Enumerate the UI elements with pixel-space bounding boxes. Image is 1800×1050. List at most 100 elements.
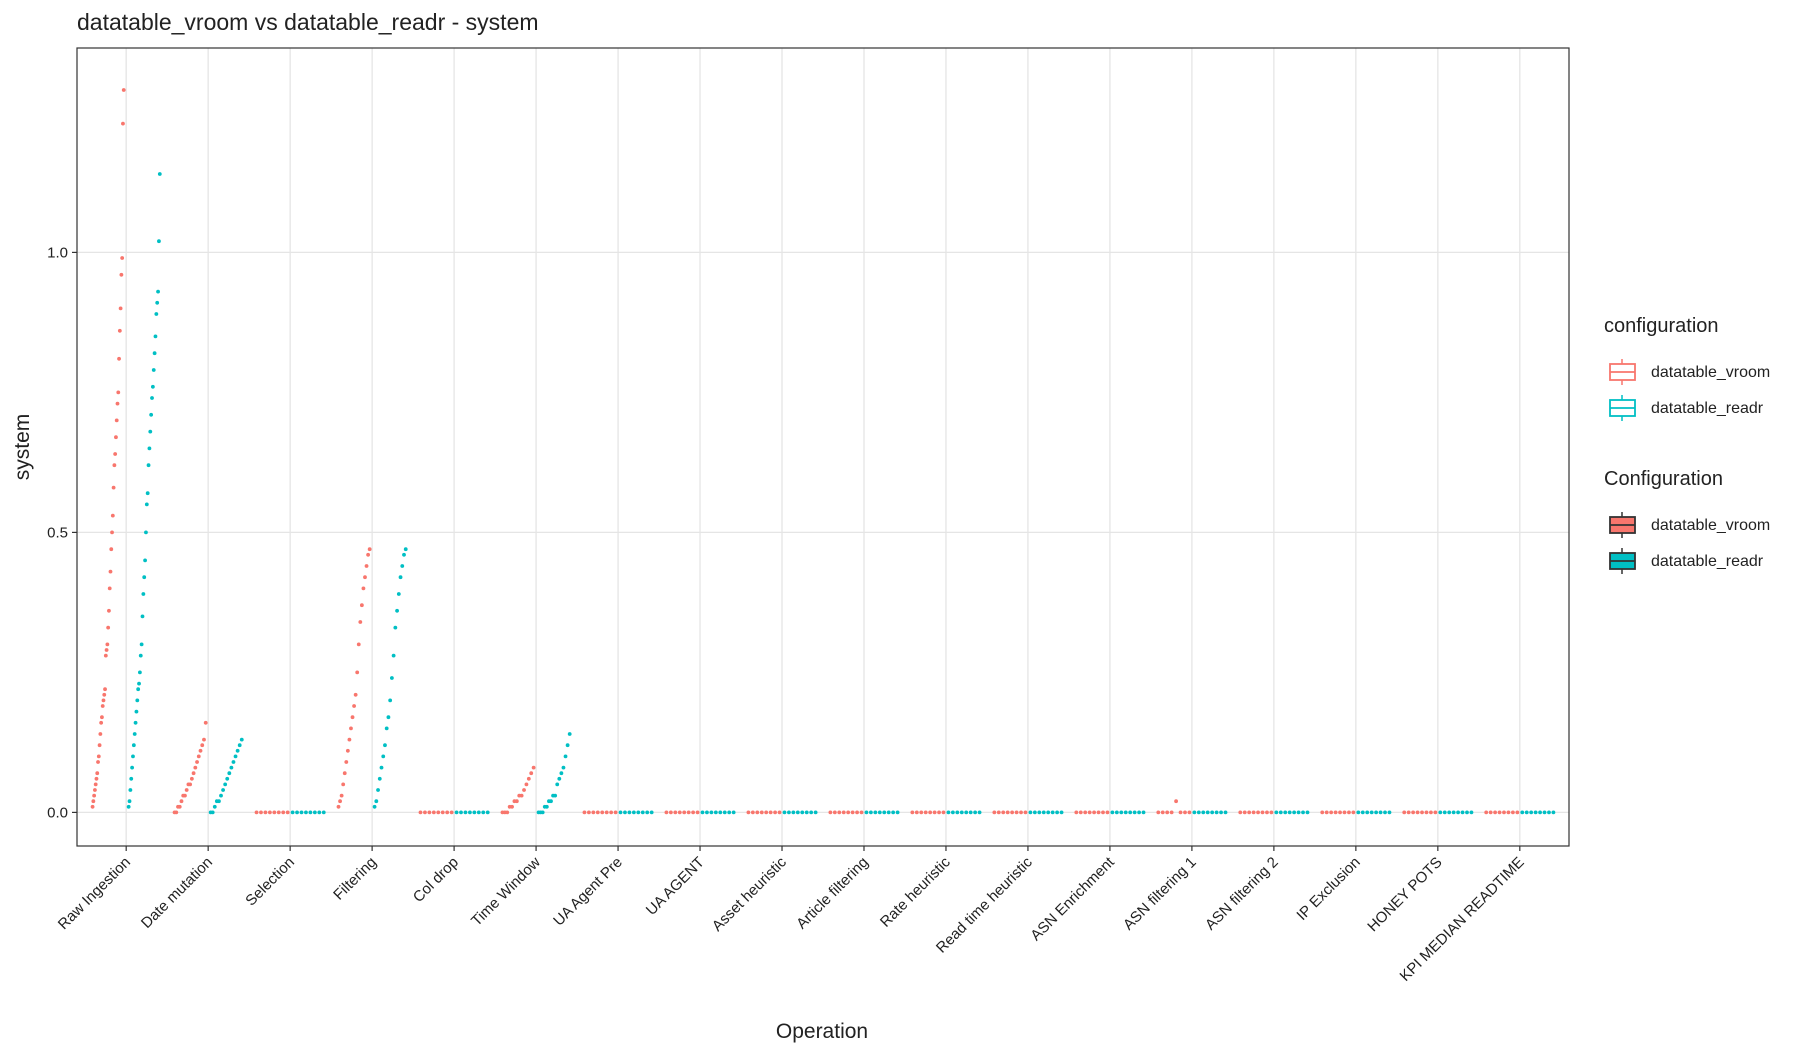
point: [950, 810, 955, 815]
point: [1465, 810, 1469, 815]
point: [705, 810, 709, 815]
point: [882, 810, 887, 815]
point: [259, 810, 263, 815]
point: [1469, 810, 1474, 815]
point: [395, 608, 399, 613]
point: [1287, 810, 1292, 815]
point: [540, 810, 545, 815]
point: [121, 121, 125, 126]
point: [932, 810, 937, 815]
point: [372, 804, 377, 809]
point: [254, 810, 259, 815]
point: [1260, 810, 1265, 815]
point: [363, 575, 367, 580]
point: [431, 810, 436, 815]
point: [118, 306, 123, 311]
point: [152, 351, 157, 356]
point: [312, 810, 317, 815]
point: [682, 810, 687, 815]
point: [1128, 810, 1133, 815]
point: [418, 810, 423, 815]
point: [101, 698, 106, 703]
point: [137, 681, 141, 686]
point: [1451, 810, 1456, 815]
point: [96, 754, 101, 759]
point: [1447, 810, 1452, 815]
point: [746, 810, 751, 815]
point: [1251, 810, 1256, 815]
point: [600, 810, 605, 815]
point: [221, 788, 225, 792]
point: [1456, 810, 1460, 815]
point: [1547, 810, 1551, 815]
point: [359, 603, 364, 608]
point: [1028, 810, 1033, 815]
point: [107, 586, 112, 591]
point: [1488, 810, 1493, 815]
point: [106, 625, 111, 630]
point: [1387, 810, 1392, 815]
point: [93, 782, 98, 787]
point: [1296, 810, 1301, 815]
point: [445, 810, 450, 815]
point: [449, 810, 454, 815]
point: [383, 743, 387, 748]
point: [109, 547, 114, 552]
point: [1356, 810, 1361, 815]
point: [553, 793, 558, 798]
point: [140, 614, 145, 619]
y-tick-label: 1.0: [47, 244, 68, 261]
point: [645, 810, 650, 815]
point: [623, 810, 627, 815]
point: [668, 810, 673, 815]
point: [649, 810, 654, 815]
point: [1415, 810, 1420, 815]
point: [850, 810, 855, 815]
point: [353, 692, 358, 697]
point: [239, 737, 244, 742]
point: [229, 765, 234, 770]
point: [135, 698, 140, 703]
point: [768, 810, 773, 815]
point: [285, 810, 290, 815]
point: [1141, 810, 1146, 815]
point: [1223, 810, 1228, 815]
point: [191, 771, 196, 776]
point: [1187, 810, 1192, 815]
point: [398, 575, 403, 580]
legend-label: datatable_readr: [1651, 553, 1764, 570]
point: [1032, 810, 1037, 815]
point: [440, 810, 445, 815]
point: [505, 810, 510, 815]
point: [868, 810, 873, 815]
point: [1055, 810, 1060, 815]
point: [1374, 810, 1379, 815]
point: [93, 788, 97, 792]
point: [1292, 810, 1297, 815]
point: [141, 592, 146, 596]
point: [996, 810, 1001, 815]
point: [145, 491, 150, 496]
point: [1338, 810, 1342, 815]
point: [1169, 810, 1174, 815]
point: [959, 810, 964, 815]
legend-title: configuration: [1604, 315, 1719, 337]
point: [837, 810, 842, 815]
point: [481, 810, 486, 815]
point: [136, 687, 141, 692]
point: [1383, 810, 1387, 815]
point: [973, 810, 978, 815]
point: [873, 810, 878, 815]
point: [184, 788, 189, 792]
point: [1429, 810, 1433, 815]
point: [388, 698, 393, 703]
point: [864, 810, 869, 815]
legend-title: Configuration: [1604, 468, 1723, 490]
point: [110, 530, 114, 535]
point: [804, 810, 809, 815]
point: [1005, 810, 1010, 815]
point: [677, 810, 682, 815]
point: [338, 799, 342, 804]
point: [795, 810, 800, 815]
